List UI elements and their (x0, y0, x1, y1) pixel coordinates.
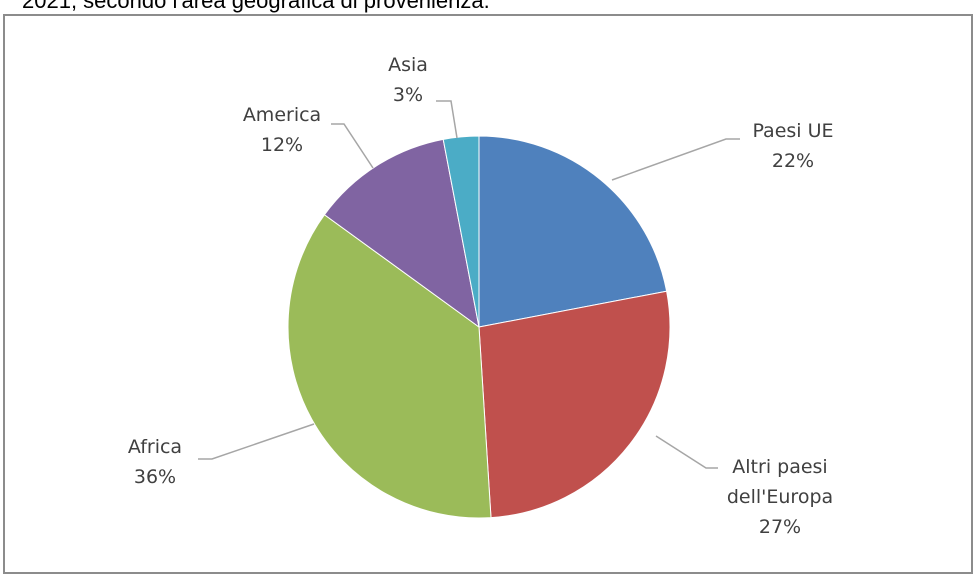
leader-line-4 (331, 123, 374, 169)
slice-value-label-4: 12% (261, 134, 303, 156)
leader-line-3 (198, 423, 315, 460)
slice-value-label-3: 36% (134, 466, 176, 488)
pie-slices (287, 135, 671, 519)
pie-chart: Paesi UE 22% Altri paesi dell'Europa 27% Afri… (128, 54, 834, 538)
slice-labels: Paesi UE 22% Altri paesi dell'Europa 27% Afri… (128, 54, 834, 538)
leader-line-5 (436, 100, 458, 139)
chart-caption: 2021, secondo l'area geografica di prove… (22, 0, 490, 13)
slice-value-label-5: 3% (393, 84, 423, 106)
slice-category-label-2: dell'Europa (727, 486, 833, 508)
slice-value-label-1: 22% (772, 150, 814, 172)
slice-category-label-5: Asia (388, 54, 428, 76)
pie-slice-5 (442, 135, 480, 328)
leader-line-2 (655, 435, 718, 469)
slice-category-label-1: Paesi UE (752, 120, 833, 142)
pie-slice-3 (287, 214, 492, 519)
slice-value-label-2: 27% (759, 516, 801, 538)
leader-lines (198, 100, 740, 469)
pie-slice-1 (478, 135, 668, 328)
slice-category-label-3: Africa (128, 436, 182, 458)
slice-category-label-2: Altri paesi (732, 456, 827, 478)
leader-line-1 (611, 138, 740, 181)
slice-category-label-4: America (243, 104, 321, 126)
pie-slice-4 (323, 138, 480, 329)
pie-slice-2 (478, 290, 671, 519)
